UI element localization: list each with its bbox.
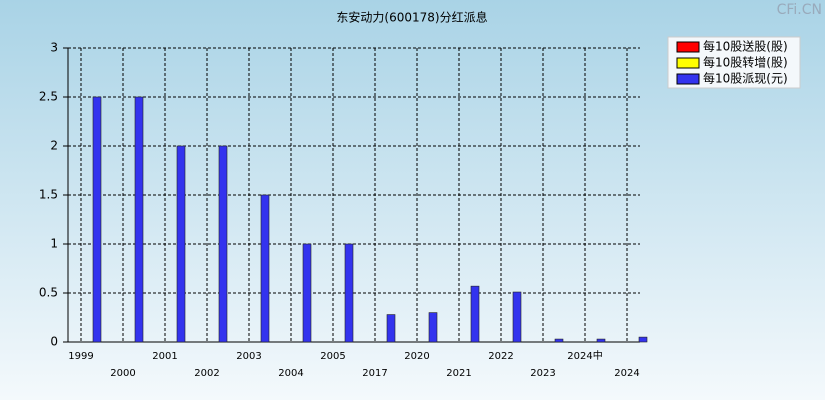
legend-swatch xyxy=(676,41,700,53)
bar xyxy=(302,243,312,343)
x-tick-label: 2000 xyxy=(110,368,135,379)
legend-swatch xyxy=(676,73,700,85)
bar xyxy=(92,96,102,343)
y-tick-label: 2 xyxy=(50,139,58,153)
y-tick-label: 1 xyxy=(50,237,58,251)
bar xyxy=(386,314,396,343)
x-tick-label: 2021 xyxy=(446,368,471,379)
chart-title: 东安动力(600178)分红派息 xyxy=(336,10,487,25)
x-tick-label: 2024 xyxy=(614,368,639,379)
x-tick-label: 1999 xyxy=(68,351,93,362)
x-tick-label: 2017 xyxy=(362,368,387,379)
x-tick-label: 2004 xyxy=(278,368,303,379)
y-tick-label: 3 xyxy=(50,41,58,55)
legend-swatch xyxy=(676,57,700,69)
legend-label: 每10股转增(股) xyxy=(703,55,788,70)
bar xyxy=(134,96,144,343)
bar xyxy=(218,145,228,343)
y-tick-label: 0 xyxy=(50,335,58,349)
bar xyxy=(344,243,354,343)
legend-label: 每10股送股(股) xyxy=(703,39,788,54)
bar xyxy=(638,336,648,343)
x-tick-label: 2022 xyxy=(488,351,513,362)
x-tick-label: 2002 xyxy=(194,368,219,379)
x-tick-label: 2023 xyxy=(530,368,555,379)
bar xyxy=(428,312,438,343)
x-tick-label: 2003 xyxy=(236,351,261,362)
bar xyxy=(470,285,480,343)
bar xyxy=(554,338,564,343)
x-tick-label: 2001 xyxy=(152,351,177,362)
x-tick-label: 2024中 xyxy=(567,349,602,362)
y-tick-label: 0.5 xyxy=(39,286,58,300)
bar xyxy=(176,145,186,343)
bar xyxy=(260,194,270,343)
y-tick-label: 1.5 xyxy=(39,188,58,202)
watermark: CFi.CN xyxy=(777,2,822,18)
x-tick-label: 2020 xyxy=(404,351,429,362)
y-tick-label: 2.5 xyxy=(39,90,58,104)
legend-label: 每10股派现(元) xyxy=(703,71,788,86)
x-tick-label: 2005 xyxy=(320,351,345,362)
bar xyxy=(596,338,606,343)
bar xyxy=(512,291,522,343)
